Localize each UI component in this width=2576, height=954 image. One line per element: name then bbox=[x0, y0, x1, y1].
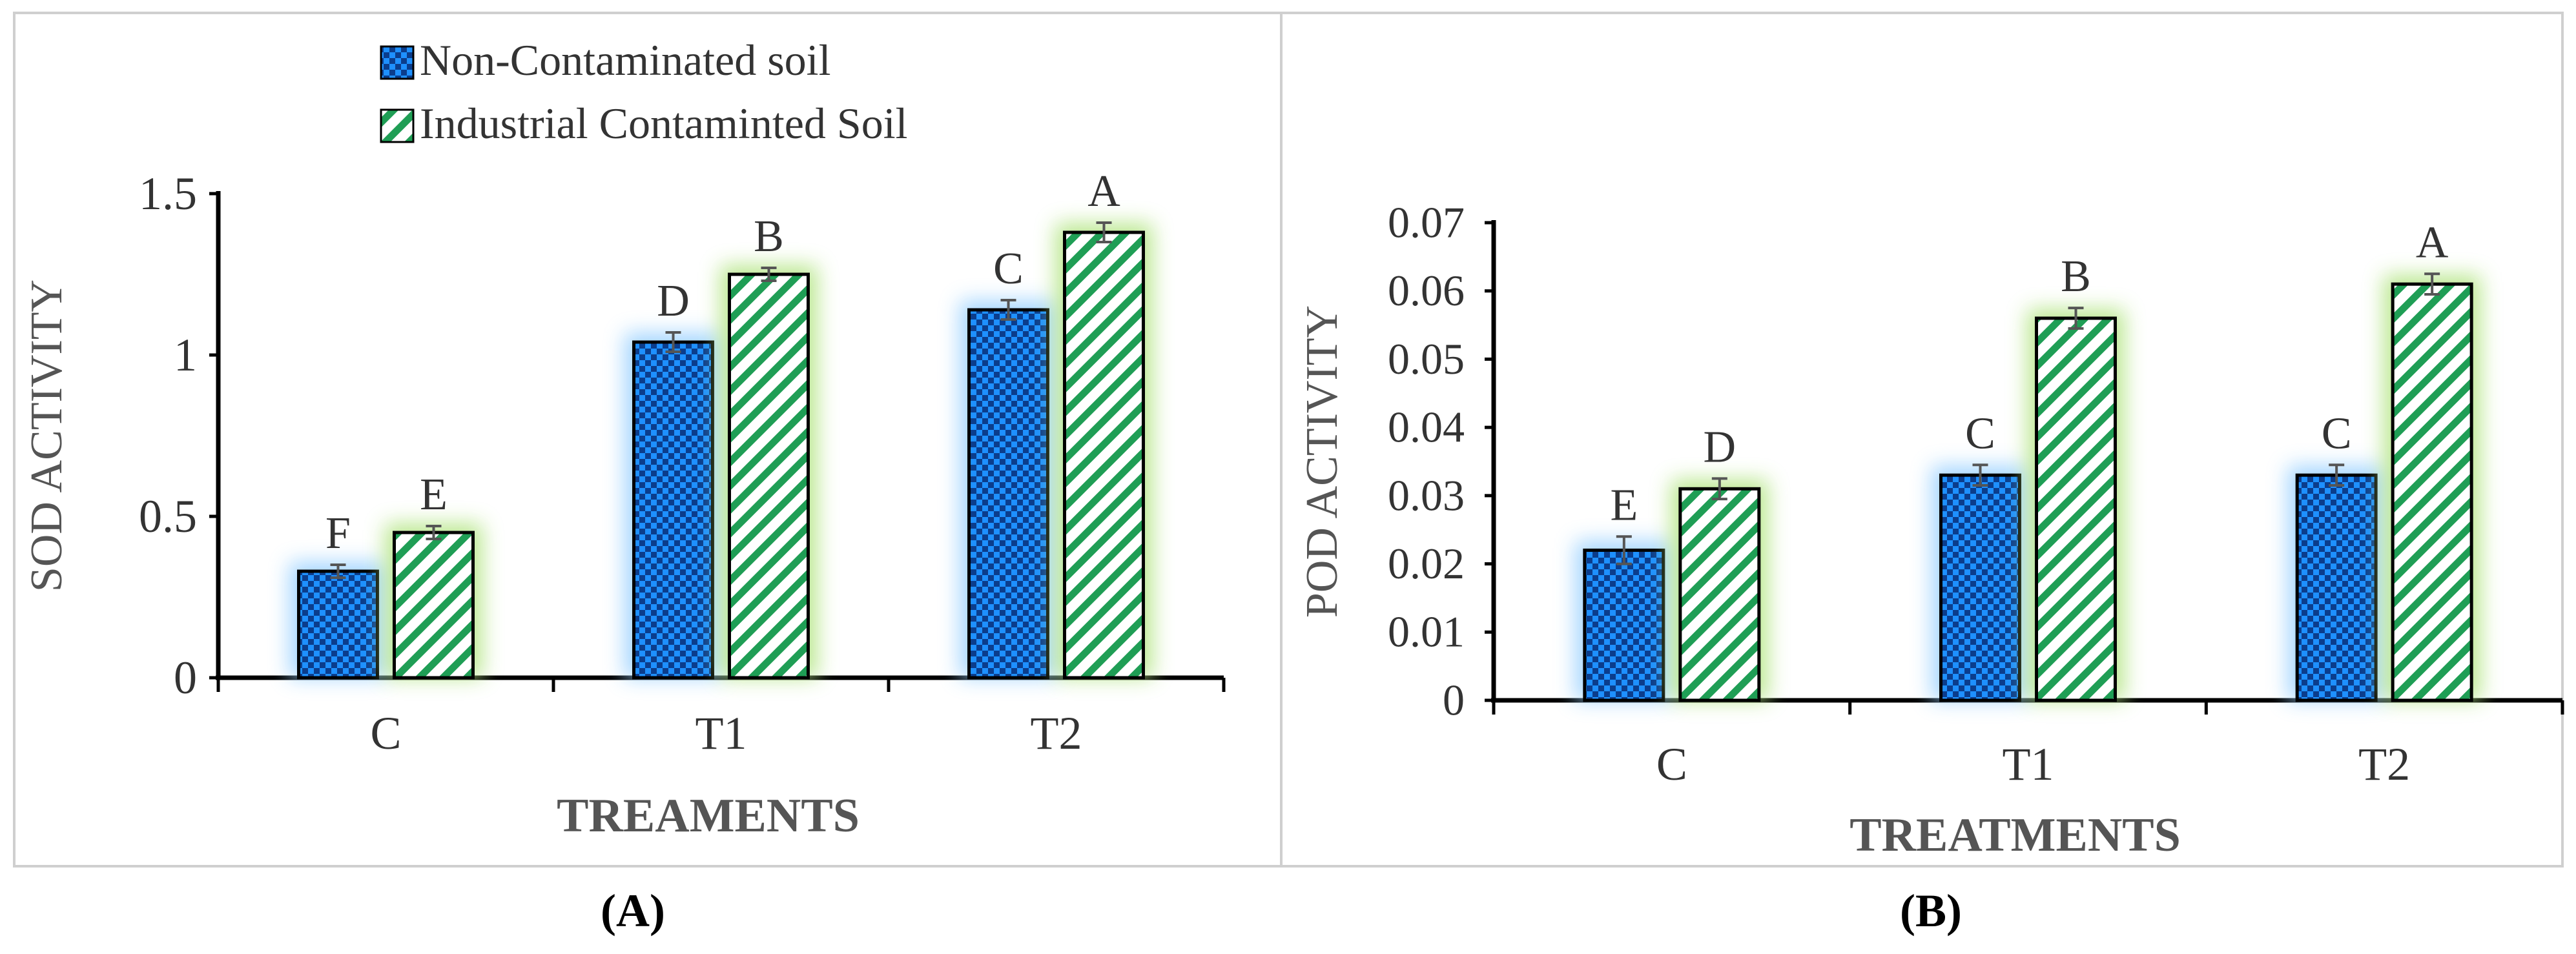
significance-letter: D bbox=[657, 276, 690, 326]
x-axis-title: TREAMENTS bbox=[557, 789, 860, 842]
y-tick-label: 0 bbox=[174, 652, 197, 704]
y-tick-label: 0.04 bbox=[1388, 403, 1465, 452]
y-tick-label: 0.03 bbox=[1388, 471, 1465, 520]
y-tick-label: 0.06 bbox=[1388, 266, 1465, 315]
y-tick-label: 0.01 bbox=[1388, 607, 1465, 656]
legend-swatch-industrial bbox=[380, 108, 415, 143]
significance-letter: B bbox=[2061, 252, 2091, 301]
bar-non-contaminated bbox=[1583, 548, 1665, 702]
significance-letter: A bbox=[1087, 167, 1120, 216]
significance-letter: C bbox=[993, 244, 1024, 294]
bar-industrial bbox=[2391, 282, 2473, 702]
bar-industrial bbox=[393, 531, 475, 680]
significance-letter: A bbox=[2416, 218, 2449, 267]
bar-non-contaminated bbox=[2295, 473, 2378, 702]
y-axis-title: SOD ACTIVITY bbox=[22, 279, 72, 592]
significance-letter: B bbox=[754, 212, 784, 261]
y-tick-label: 1.5 bbox=[139, 168, 197, 219]
sod-activity-chart: 0 0.5 1 1.5 C T1 T2 TREAMENTS SOD ACTIVITY F D C E B A bbox=[22, 167, 1226, 842]
bar-industrial bbox=[728, 272, 810, 680]
significance-letter: C bbox=[2322, 409, 2352, 458]
panel-b-frame bbox=[1280, 12, 2564, 868]
significance-letter: E bbox=[1610, 480, 1638, 530]
x-tick-label: T1 bbox=[2003, 738, 2054, 790]
legend-swatch-non-contaminated bbox=[380, 45, 415, 80]
panel-label-b: (B) bbox=[1900, 885, 1962, 937]
x-tick-label: C bbox=[1656, 738, 1687, 790]
legend: Non-Contaminated soil Industrial Contami… bbox=[380, 36, 908, 148]
x-tick-label: C bbox=[370, 707, 401, 759]
bar-non-contaminated bbox=[297, 569, 379, 680]
bar-industrial bbox=[1678, 487, 1761, 702]
bar-non-contaminated bbox=[1939, 473, 2021, 702]
bar-non-contaminated bbox=[967, 308, 1049, 680]
bar-industrial bbox=[2035, 316, 2117, 702]
legend-label-industrial: Industrial Contaminted Soil bbox=[420, 99, 908, 148]
x-axis-title: TREATMENTS bbox=[1850, 809, 2181, 862]
significance-letter: E bbox=[420, 470, 448, 520]
y-tick-label: 1 bbox=[174, 329, 197, 381]
y-tick-label: 0.02 bbox=[1388, 539, 1465, 588]
legend-label-non-contaminated: Non-Contaminated soil bbox=[420, 36, 830, 85]
x-tick-label: T2 bbox=[1031, 707, 1082, 759]
bar-non-contaminated bbox=[632, 340, 714, 680]
y-axis-title: POD ACTIVITY bbox=[1297, 305, 1347, 618]
x-tick-label: T1 bbox=[696, 707, 747, 759]
y-tick-label: 0 bbox=[1443, 675, 1465, 724]
y-tick-label: 0.07 bbox=[1388, 198, 1465, 247]
pod-activity-chart: 0 0.01 0.02 0.03 0.04 0.05 0.06 0.07 C T1 T2 TREATM… bbox=[1297, 198, 2564, 862]
y-tick-label: 0.5 bbox=[139, 491, 197, 542]
significance-letter: C bbox=[1965, 409, 1995, 458]
significance-letter: F bbox=[325, 509, 351, 558]
x-tick-label: T2 bbox=[2358, 738, 2410, 790]
significance-letter: D bbox=[1704, 422, 1736, 472]
panel-label-a: (A) bbox=[601, 885, 665, 937]
y-tick-label: 0.05 bbox=[1388, 334, 1465, 383]
bar-industrial bbox=[1063, 230, 1145, 680]
